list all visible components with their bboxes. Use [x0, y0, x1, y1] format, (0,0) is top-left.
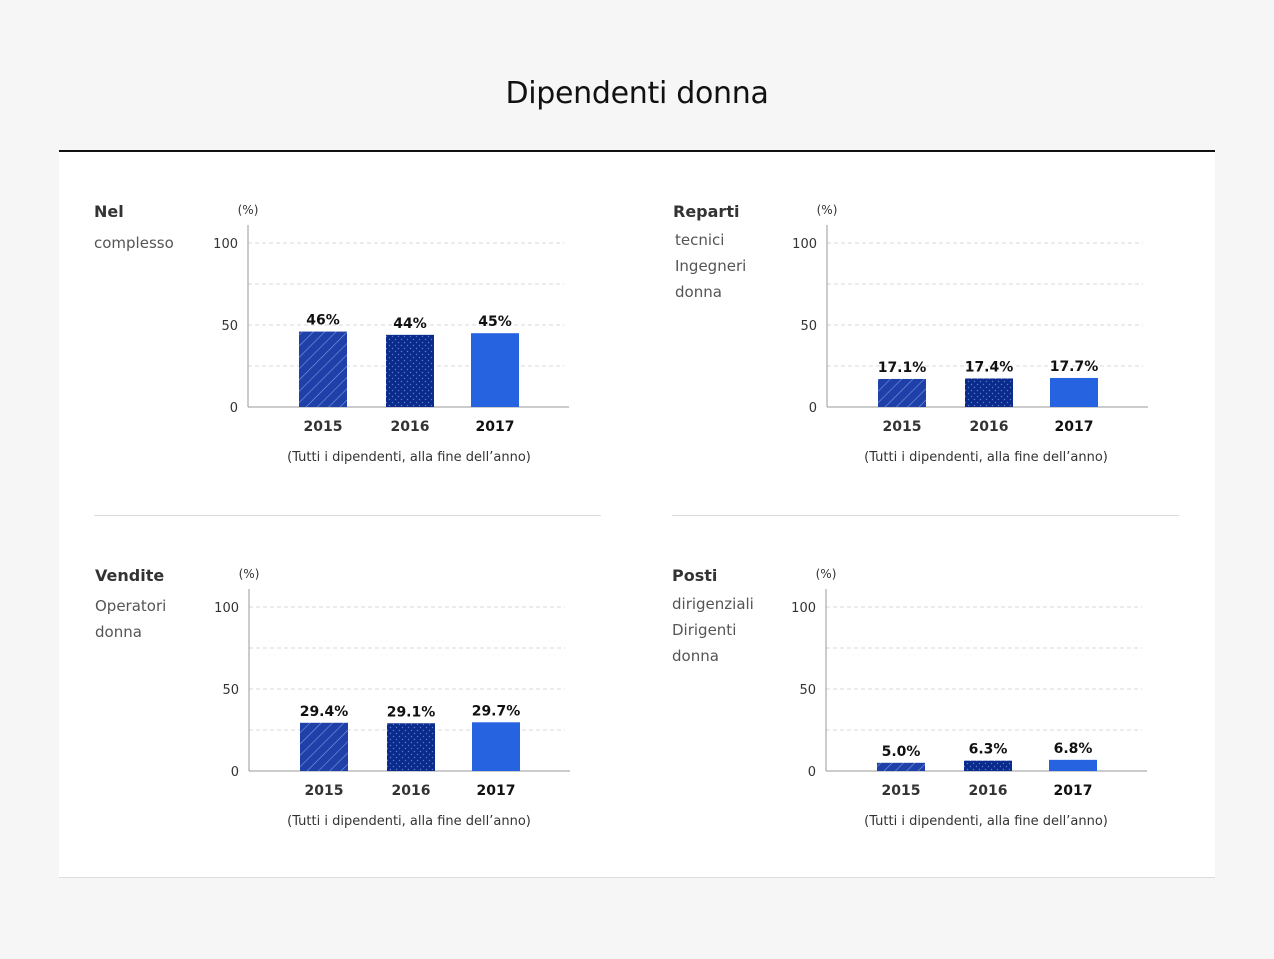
- chart-caption: (Tutti i dipendenti, alla fine dell’anno…: [864, 450, 1108, 465]
- panel-subtitle-line: Operatori: [95, 597, 167, 615]
- x-tick-label: 2015: [883, 419, 922, 435]
- panel-subtitle: dirigenziali Dirigenti donna: [672, 591, 754, 669]
- divider-right: [672, 515, 1179, 516]
- bar-chart-management: (%) 0 50 100 5.0% 2015 6.3% 2016 6.8% 2017: [791, 567, 1147, 799]
- y-tick-label: 100: [214, 601, 239, 616]
- panel-sales: Vendite Operatori donna (%) 0 50 100 29.4% 20…: [95, 564, 655, 864]
- panel-subtitle-line: complesso: [94, 234, 174, 252]
- bar-2017: [472, 722, 520, 771]
- bar-2015: [878, 378, 926, 407]
- unit-label: (%): [817, 203, 838, 217]
- bar-2015: [877, 762, 925, 771]
- data-label: 45%: [478, 314, 512, 330]
- panel-subtitle: tecnici Ingegneri donna: [675, 227, 746, 305]
- y-tick-label: 50: [800, 319, 817, 334]
- x-tick-label: 2015: [304, 419, 343, 435]
- y-tick-label: 0: [808, 765, 816, 780]
- chart-caption: (Tutti i dipendenti, alla fine dell’anno…: [864, 814, 1108, 829]
- panel-subtitle-line: donna: [672, 647, 719, 665]
- unit-label: (%): [816, 567, 837, 581]
- x-tick-label: 2017: [1054, 783, 1093, 799]
- y-tick-label: 50: [799, 683, 816, 698]
- bar-2017: [471, 333, 519, 407]
- data-label: 5.0%: [882, 744, 921, 760]
- data-label: 29.1%: [387, 704, 436, 720]
- x-tick-label: 2016: [970, 419, 1009, 435]
- panel-subtitle-line: donna: [95, 623, 142, 641]
- y-tick-label: 50: [222, 683, 239, 698]
- panel-subtitle: complesso: [94, 230, 174, 256]
- chart-card: Nel complesso (%) 0 50 100 46% 2015 44% 2016 45%…: [59, 150, 1215, 878]
- y-tick-label: 0: [809, 401, 817, 416]
- data-label: 29.7%: [472, 703, 521, 719]
- data-label: 29.4%: [300, 704, 349, 720]
- x-tick-label: 2016: [391, 419, 430, 435]
- panel-title: Posti: [672, 566, 718, 585]
- bar-chart-technical: (%) 0 50 100 17.1% 2015 17.4% 2016 17.7% 2017: [792, 203, 1148, 435]
- bar-2016: [387, 723, 435, 771]
- panel-subtitle-line: tecnici: [675, 231, 725, 249]
- data-label: 17.7%: [1050, 359, 1099, 375]
- divider-left: [94, 515, 601, 516]
- data-label: 46%: [306, 313, 340, 329]
- data-label: 44%: [393, 316, 427, 332]
- data-label: 17.1%: [878, 360, 927, 376]
- panel-title: Reparti: [673, 202, 740, 221]
- data-label: 17.4%: [965, 359, 1014, 375]
- x-tick-label: 2017: [477, 783, 516, 799]
- page-title: Dipendenti donna: [505, 76, 769, 111]
- bar-2017: [1050, 377, 1098, 407]
- unit-label: (%): [239, 567, 260, 581]
- bar-2015: [300, 722, 348, 771]
- y-tick-label: 0: [231, 765, 239, 780]
- y-tick-label: 100: [792, 237, 817, 252]
- x-tick-label: 2016: [969, 783, 1008, 799]
- chart-caption: (Tutti i dipendenti, alla fine dell’anno…: [287, 814, 531, 829]
- y-tick-label: 50: [221, 319, 238, 334]
- panel-subtitle-line: Dirigenti: [672, 621, 737, 639]
- panel-subtitle-line: dirigenziali: [672, 595, 754, 613]
- chart-caption: (Tutti i dipendenti, alla fine dell’anno…: [287, 450, 531, 465]
- bar-2017: [1049, 759, 1097, 771]
- panel-subtitle: Operatori donna: [95, 593, 166, 645]
- x-tick-label: 2017: [1055, 419, 1094, 435]
- panel-technical: Reparti tecnici Ingegneri donna (%) 0 50 10…: [673, 200, 1233, 500]
- x-tick-label: 2017: [476, 419, 515, 435]
- x-tick-label: 2015: [882, 783, 921, 799]
- y-tick-label: 0: [230, 401, 238, 416]
- panel-title: Vendite: [95, 566, 165, 585]
- bar-2016: [965, 378, 1013, 407]
- x-tick-label: 2016: [392, 783, 431, 799]
- bar-2016: [964, 760, 1012, 771]
- unit-label: (%): [238, 203, 259, 217]
- panel-overall: Nel complesso (%) 0 50 100 46% 2015 44% 2016 45%…: [94, 200, 654, 500]
- y-tick-label: 100: [213, 237, 238, 252]
- y-tick-label: 100: [791, 601, 816, 616]
- data-label: 6.8%: [1054, 741, 1093, 757]
- panel-management: Posti dirigenziali Dirigenti donna (%) 0 5…: [672, 564, 1232, 864]
- data-label: 6.3%: [969, 742, 1008, 758]
- bar-chart-sales: (%) 0 50 100 29.4% 2015 29.1% 2016 29.7% 2017: [214, 567, 570, 799]
- panel-subtitle-line: Ingegneri: [675, 257, 747, 275]
- panel-subtitle-line: donna: [675, 283, 722, 301]
- panel-title: Nel: [94, 202, 124, 221]
- bar-2015: [299, 331, 347, 407]
- bar-2016: [386, 334, 434, 407]
- bar-chart-overall: (%) 0 50 100 46% 2015 44% 2016 45% 2017: [213, 203, 569, 435]
- x-tick-label: 2015: [305, 783, 344, 799]
